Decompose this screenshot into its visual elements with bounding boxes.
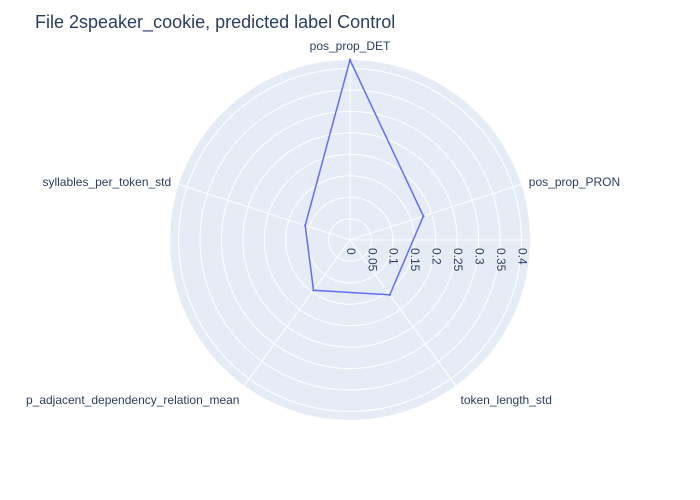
radial-tick-label: 0.05	[365, 248, 379, 272]
axis-label: pos_prop_PRON	[529, 175, 620, 189]
radial-tick-label: 0.25	[451, 248, 465, 272]
axis-label: p_adjacent_dependency_relation_mean	[26, 393, 240, 407]
grid-spoke	[243, 239, 351, 386]
radial-tick-label: 0.2	[430, 248, 444, 265]
radial-tick-label: 0.4	[515, 248, 529, 265]
radial-tick-label: 0.15	[408, 248, 422, 272]
series-line	[304, 57, 425, 296]
chart-title: File 2speaker_cookie, predicted label Co…	[35, 12, 396, 32]
axis-label: token_length_std	[461, 393, 552, 407]
data-point	[303, 224, 307, 227]
grid-spoke	[349, 183, 522, 241]
axis-label: syllables_per_token_std	[42, 175, 171, 189]
data-point	[312, 289, 315, 292]
data-point	[422, 214, 425, 218]
radial-tick-label: 0.1	[387, 248, 401, 265]
grid-spoke	[178, 183, 351, 241]
radial-tick-label: 0.3	[472, 248, 486, 265]
grid-spoke	[349, 239, 457, 386]
axis-label: pos_prop_DET	[310, 39, 391, 53]
radial-tick-label: 0	[344, 248, 358, 255]
radial-tick-label: 0.35	[494, 248, 508, 272]
data-point	[348, 58, 352, 62]
data-point	[388, 293, 392, 296]
